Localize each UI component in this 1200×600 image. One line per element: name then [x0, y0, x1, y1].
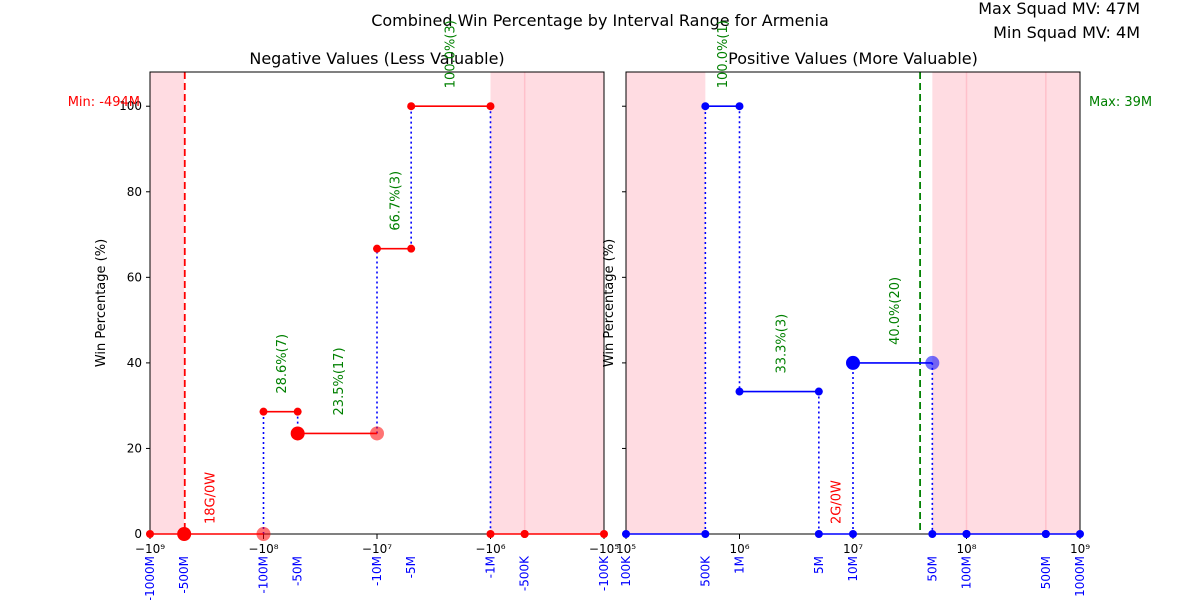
- left-panel: Negative Values (Less Valuable) Win Perc…: [68, 20, 620, 600]
- right-y-axis-label: Win Percentage (%): [602, 239, 617, 367]
- left-x-major-tick-label: −10⁹: [135, 542, 165, 556]
- right-x-major-tick-label: 10⁸: [956, 542, 976, 556]
- right-segment-point: [849, 530, 857, 538]
- right-panel: Positive Values (More Valuable) Win Perc…: [602, 20, 1152, 597]
- right-segment-point: [1041, 530, 1050, 538]
- right-plot-area: 10⁵ 10⁶ 10⁷ 10⁸ 10⁹ 100K 500K 1M 5M 10M 50M 100M 500…: [616, 20, 1090, 597]
- right-x-major-tick-label: 10⁹: [1070, 542, 1090, 556]
- left-y-tick-label: 60: [127, 270, 142, 284]
- right-x-major-tick-label: 10⁷: [843, 542, 863, 556]
- left-segment-point: [177, 527, 192, 541]
- left-x-major-tick-label: −10⁸: [248, 542, 278, 556]
- right-pct-annotation: 100.0%(1): [716, 20, 731, 88]
- right-x-custom-tick-label: 500K: [698, 555, 712, 587]
- left-x-custom-tick-label: -50M: [291, 556, 305, 586]
- right-segment-point: [701, 530, 710, 538]
- right-pct-annotation: 40.0%(20): [888, 277, 903, 345]
- left-shaded-region: [150, 72, 185, 534]
- max-squad-mv-label: Max Squad MV: 47M: [978, 0, 1140, 18]
- left-segment-point: [486, 102, 495, 111]
- right-x-custom-tick-label: 100K: [619, 555, 633, 587]
- left-reference-label: Min: -494M: [68, 95, 140, 110]
- left-pct-annotation: 28.6%(7): [275, 334, 290, 394]
- right-pct-annotation: 33.3%(3): [775, 314, 790, 374]
- left-shaded-region: [490, 72, 604, 534]
- left-x-custom-tick-label: -100K: [597, 555, 611, 591]
- left-x-custom-tick-label: -5M: [404, 556, 418, 578]
- right-segment-point: [1076, 530, 1084, 538]
- left-segment-point: [293, 407, 302, 416]
- right-reference-label: Max: 39M: [1089, 95, 1152, 110]
- right-segment-point: [622, 530, 630, 538]
- right-segment-point: [735, 102, 744, 111]
- right-x-custom-tick-label: 1M: [733, 556, 747, 574]
- right-shaded-region: [626, 72, 706, 534]
- right-segment-point: [814, 530, 823, 538]
- right-segment-point: [814, 387, 823, 396]
- left-segment-point: [407, 244, 416, 253]
- left-x-custom-tick-label: -10M: [370, 556, 384, 586]
- right-x-custom-tick-label: 1000M: [1073, 556, 1087, 597]
- right-segment-point: [735, 387, 744, 396]
- left-y-axis-label: Win Percentage (%): [94, 239, 109, 367]
- right-segment-point: [925, 355, 940, 370]
- right-x-custom-tick-label: 10M: [846, 556, 860, 582]
- left-x-major-tick-label: −10⁶: [475, 542, 505, 556]
- left-y-tick-label: 80: [127, 185, 142, 199]
- left-plot-area: 0 20 40 60 80 100 −10⁹ −10⁸ −10⁷ −10⁶ −10⁵ -1000M -5…: [119, 20, 619, 600]
- left-count-annotation: 18G/0W: [203, 472, 218, 524]
- left-segment-point: [486, 530, 495, 538]
- right-panel-title: Positive Values (More Valuable): [728, 49, 978, 68]
- left-segment-point: [370, 426, 384, 441]
- left-segment-point: [256, 527, 271, 541]
- right-x-major-tick-label: 10⁶: [729, 542, 749, 556]
- chart-suptitle: Combined Win Percentage by Interval Rang…: [371, 11, 829, 30]
- right-shaded-region: [932, 72, 1080, 534]
- left-x-custom-tick-label: -1000M: [143, 556, 157, 600]
- left-segment-point: [373, 244, 381, 253]
- left-pct-annotation: 100.0%(3): [443, 20, 458, 88]
- left-y-tick-label: 100: [119, 99, 142, 113]
- right-x-custom-tick-label: 100M: [960, 556, 974, 589]
- left-segment-point: [600, 530, 608, 538]
- right-x-major-tick-label: 10⁵: [616, 542, 636, 556]
- right-x-custom-tick-label: 5M: [812, 556, 826, 574]
- left-x-major-tick-label: −10⁵: [589, 542, 619, 556]
- left-segment-point: [520, 530, 529, 538]
- left-y-tick-label: 20: [127, 441, 142, 455]
- min-squad-mv-label: Min Squad MV: 4M: [993, 23, 1140, 42]
- right-count-annotation: 2G/0W: [829, 480, 844, 524]
- left-x-custom-tick-label: -100M: [257, 556, 271, 594]
- left-segment-point: [146, 530, 154, 538]
- left-x-custom-tick-label: -1M: [484, 556, 498, 578]
- left-y-tick-label: 0: [134, 527, 142, 541]
- left-panel-title: Negative Values (Less Valuable): [249, 49, 504, 68]
- left-segment-point: [290, 426, 305, 441]
- left-pct-annotation: 23.5%(17): [332, 347, 347, 415]
- left-segment-point: [407, 102, 416, 111]
- right-segment-point: [928, 530, 937, 538]
- right-segment-point: [846, 355, 860, 370]
- left-pct-annotation: 66.7%(3): [389, 171, 404, 231]
- right-x-custom-tick-label: 50M: [925, 556, 939, 582]
- left-x-custom-tick-label: -500K: [518, 555, 532, 591]
- right-segment-point: [701, 102, 710, 111]
- left-segment-point: [259, 407, 268, 416]
- left-x-major-tick-label: −10⁷: [362, 542, 392, 556]
- right-x-custom-tick-label: 500M: [1039, 556, 1053, 589]
- left-y-tick-label: 40: [127, 356, 142, 370]
- right-segment-point: [962, 530, 971, 538]
- left-x-custom-tick-label: -500M: [177, 556, 191, 594]
